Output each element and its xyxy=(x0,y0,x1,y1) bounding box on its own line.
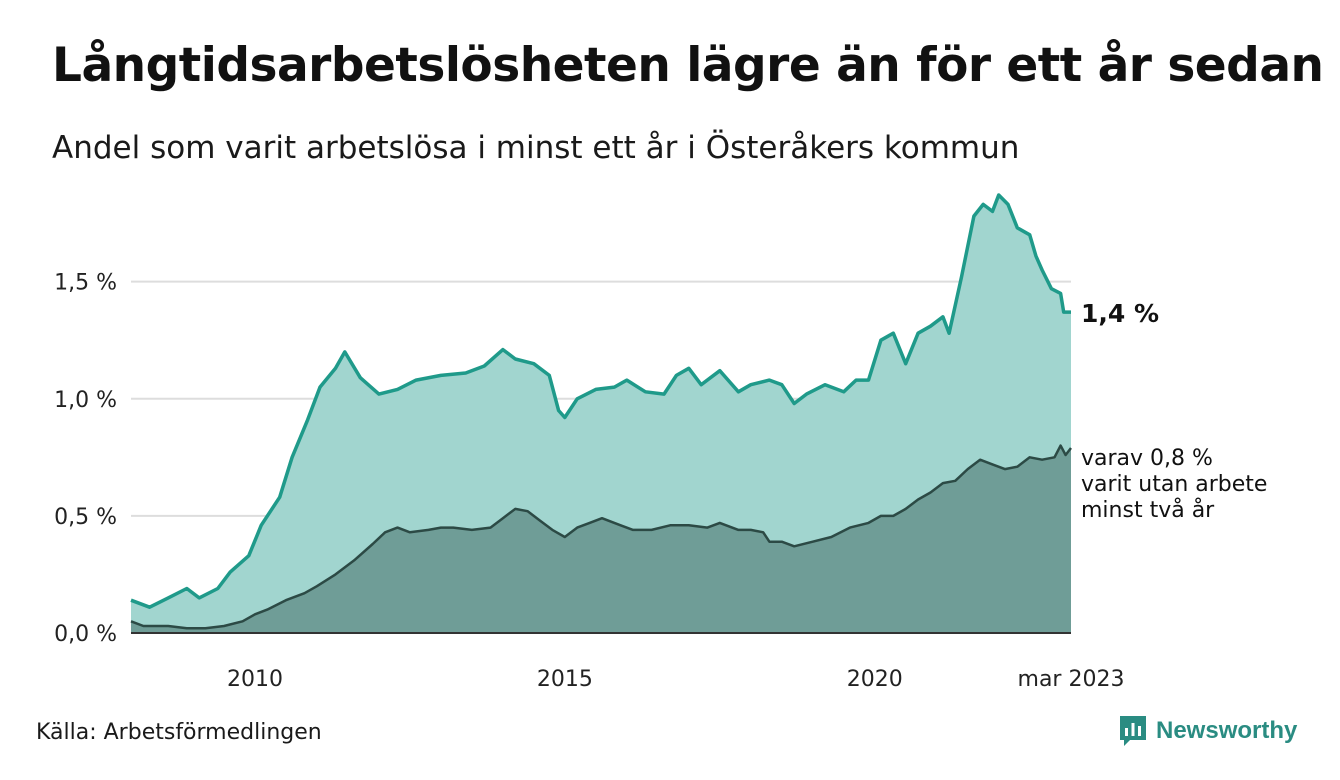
brand-logo[interactable]: Newsworthy xyxy=(1118,714,1297,748)
chart-subtitle: Andel som varit arbetslösa i minst ett å… xyxy=(52,130,1020,166)
y-tick-label-3: 1,5 % xyxy=(54,271,117,296)
upper-series-area xyxy=(131,195,1071,633)
y-tick-label-0: 0,0 % xyxy=(54,622,117,647)
upper-series-line xyxy=(130,193,1071,609)
series-layer xyxy=(130,193,1072,633)
lower-series-end-label-1: varit utan arbete xyxy=(1081,472,1267,497)
lower-series-end-label-2: minst två år xyxy=(1081,497,1215,523)
y-tick-label-1: 0,5 % xyxy=(54,505,117,530)
x-tick-label-3: mar 2023 xyxy=(1018,667,1125,692)
y-tick-label-2: 1,0 % xyxy=(54,388,117,413)
source-note: Källa: Arbetsförmedlingen xyxy=(36,720,322,745)
lower-series-end-label-0: varav 0,8 % xyxy=(1081,446,1213,471)
newsworthy-logo-icon xyxy=(1120,716,1146,746)
upper-series-end-label: 1,4 % xyxy=(1081,299,1159,328)
chart-title: Långtidsarbetslösheten lägre än för ett … xyxy=(52,38,1324,93)
lower-series-line xyxy=(130,444,1072,630)
lower-series-area xyxy=(131,445,1071,633)
x-tick-label-2: 2020 xyxy=(847,667,903,692)
axis-layer: 0,0 % 0,5 % 1,0 % 1,5 % 2010 2015 2020 mar 2023 xyxy=(54,271,1124,692)
x-tick-label-1: 2015 xyxy=(537,667,593,692)
x-tick-label-0: 2010 xyxy=(227,667,283,692)
brand-name: Newsworthy xyxy=(1156,717,1298,744)
